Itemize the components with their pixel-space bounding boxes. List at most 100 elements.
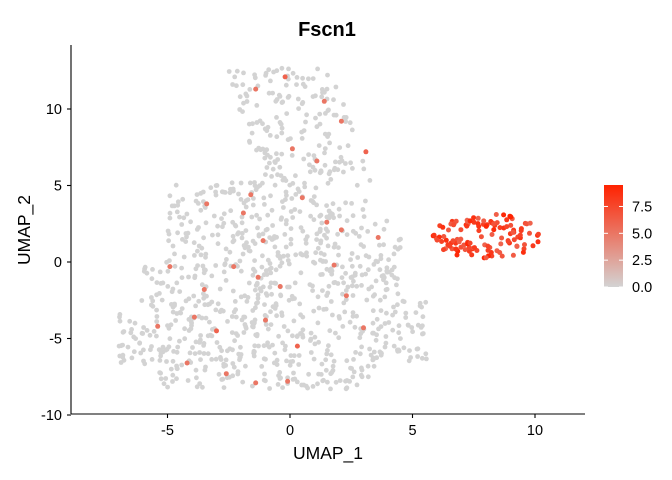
cell-point	[241, 70, 246, 76]
cell-point	[295, 96, 301, 102]
cell-point	[221, 211, 227, 217]
cell-point	[129, 355, 135, 361]
cell-point	[329, 370, 335, 375]
cell-point	[163, 376, 169, 381]
cell-point	[211, 213, 217, 219]
x-tick-label: 0	[286, 423, 294, 439]
cell-point	[174, 280, 180, 286]
cell-point	[268, 322, 274, 327]
cell-point	[264, 147, 270, 153]
cell-point	[199, 282, 205, 288]
cell-point	[330, 363, 336, 369]
cell-point	[177, 214, 182, 220]
cell-point	[391, 251, 397, 257]
cell-point	[290, 296, 295, 302]
cell-point	[307, 162, 312, 168]
cell-point	[187, 350, 193, 356]
cell-point	[269, 174, 274, 179]
cell-point	[371, 349, 377, 355]
cell-point	[340, 264, 345, 270]
cell-point	[359, 272, 365, 278]
cell-point	[341, 169, 346, 175]
cell-point	[280, 340, 285, 346]
cell-point	[151, 329, 157, 334]
expressing-cell-point	[467, 218, 473, 224]
expressing-cell-point	[493, 212, 499, 217]
cell-point	[316, 339, 321, 345]
cell-point	[247, 248, 253, 254]
cell-point	[383, 280, 389, 286]
cell-point	[141, 268, 147, 274]
cell-point	[164, 259, 170, 265]
cell-point	[238, 344, 243, 350]
cell-point	[267, 235, 273, 241]
cell-point	[220, 376, 226, 382]
cell-point	[262, 313, 268, 318]
cell-point	[293, 173, 298, 179]
expressing-cell-point	[514, 244, 520, 249]
cell-point	[165, 268, 171, 274]
cell-point	[174, 376, 179, 382]
cell-point	[263, 172, 268, 178]
y-tick-label: 5	[54, 179, 62, 195]
cell-point	[328, 177, 334, 182]
cell-point	[291, 318, 297, 324]
expressing-cell-point	[467, 240, 473, 246]
expressing-cell-point	[535, 231, 541, 237]
cell-point	[233, 314, 239, 320]
cell-point	[213, 307, 219, 313]
cell-point	[374, 332, 379, 338]
cell-point	[296, 106, 301, 111]
colorbar	[604, 185, 623, 287]
cell-point	[150, 303, 156, 309]
cell-point	[270, 223, 275, 228]
cell-point	[288, 241, 294, 247]
cell-point	[337, 145, 343, 151]
cell-point	[167, 215, 173, 221]
cell-point	[343, 270, 348, 276]
cell-point	[198, 333, 204, 338]
cell-point	[414, 346, 420, 352]
cell-point	[179, 222, 185, 227]
cell-point	[127, 318, 133, 324]
expressing-cell-point	[167, 264, 173, 270]
cell-point	[354, 283, 360, 289]
cell-point	[365, 229, 371, 234]
cell-point	[173, 318, 179, 323]
cell-point	[192, 253, 197, 258]
cell-point	[170, 286, 176, 292]
cell-point	[288, 359, 293, 365]
cell-point	[237, 94, 243, 100]
cell-point	[328, 299, 334, 304]
expressing-cell-point	[439, 239, 445, 244]
cell-point	[336, 335, 342, 341]
cell-point	[168, 366, 174, 372]
cell-point	[188, 326, 194, 332]
cell-point	[407, 348, 412, 353]
expressing-cell-point	[476, 223, 482, 229]
cell-point	[278, 121, 284, 127]
cell-point	[219, 216, 224, 222]
cell-point	[302, 180, 307, 186]
cell-point	[294, 75, 300, 80]
cell-point	[222, 262, 228, 268]
cell-point	[170, 243, 176, 249]
cell-point	[165, 284, 171, 289]
cell-point	[325, 72, 330, 78]
expressing-cell-point	[324, 219, 330, 225]
cell-point	[350, 374, 356, 380]
colorbar-label: 0.0	[632, 280, 652, 296]
cell-point	[290, 333, 295, 339]
expressing-cell-point	[338, 227, 344, 233]
cell-point	[246, 280, 252, 286]
cell-point	[167, 210, 173, 216]
cell-point	[280, 99, 286, 105]
cell-point	[347, 319, 353, 325]
cell-point	[331, 167, 337, 173]
cell-point	[300, 327, 306, 333]
cell-point	[287, 182, 293, 188]
cell-point	[201, 343, 207, 348]
cell-point	[345, 143, 351, 149]
cell-point	[317, 111, 323, 117]
cell-point	[343, 297, 349, 302]
